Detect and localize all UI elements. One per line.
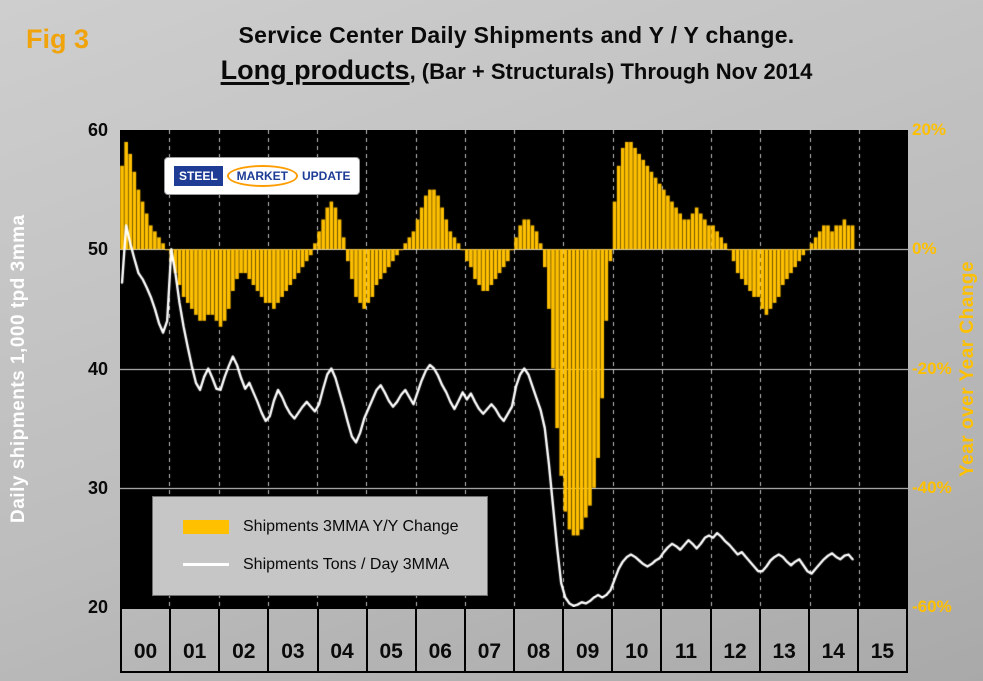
- legend-bar-swatch: [183, 520, 229, 535]
- left-axis-ticks: 60 50 40 30 20: [66, 120, 112, 617]
- x-axis-year-cell: 08: [515, 609, 565, 671]
- logo-steel-wordmark: STEEL: [174, 166, 223, 186]
- plot-area: STEEL MARKET UPDATE Shipments 3MMA Y/Y C…: [120, 130, 908, 607]
- x-axis-year-cell: 14: [810, 609, 859, 671]
- legend-label-shipments: Shipments Tons / Day 3MMA: [243, 555, 450, 573]
- x-axis-year-cell: 05: [368, 609, 417, 671]
- right-axis-tick: 0%: [912, 239, 937, 259]
- x-axis-year-cell: 09: [564, 609, 614, 671]
- right-axis-tick: 20%: [912, 120, 947, 139]
- legend-line-swatch: [183, 563, 229, 567]
- chart-title-emphasis: Long products: [220, 55, 410, 85]
- x-axis-year-cell: 10: [613, 609, 663, 671]
- left-axis-tick: 50: [87, 239, 108, 260]
- x-axis-year-cell: 07: [466, 609, 515, 671]
- right-axis-tick: -60%: [912, 597, 952, 616]
- left-axis-tick: 20: [87, 597, 108, 617]
- x-axis-year-cell: 01: [171, 609, 221, 671]
- x-axis-year-cell: 12: [712, 609, 761, 671]
- chart-legend: Shipments 3MMA Y/Y Change Shipments Tons…: [152, 496, 488, 596]
- x-axis-year-cell: 02: [220, 609, 270, 671]
- x-axis-year-cell: 06: [417, 609, 466, 671]
- x-axis-year-cell: 03: [269, 609, 319, 671]
- logo-update-wordmark: UPDATE: [302, 169, 351, 183]
- right-axis-tick: -20%: [912, 358, 952, 378]
- x-axis-year-cell: 00: [122, 609, 172, 671]
- smu-logo: STEEL MARKET UPDATE: [165, 158, 360, 194]
- figure-number: Fig 3: [26, 24, 90, 54]
- left-axis-tick: 30: [87, 477, 108, 498]
- legend-item-yoy-bars: Shipments 3MMA Y/Y Change: [153, 518, 487, 536]
- left-axis-tick: 60: [87, 120, 108, 140]
- legend-item-shipments-line: Shipments Tons / Day 3MMA: [153, 556, 487, 574]
- chart-title: Service Center Daily Shipments and Y / Y…: [70, 22, 963, 86]
- x-axis: 00 01 02 03 04 05 06 07 08 09 10 11 12 13 14 15: [120, 607, 908, 673]
- x-axis-year-cell: 04: [319, 609, 368, 671]
- left-axis-tick: 40: [87, 358, 108, 379]
- right-axis-ticks: 20% 0% -20% -40% -60%: [910, 120, 962, 616]
- chart-title-line1: Service Center Daily Shipments and Y / Y…: [238, 22, 795, 48]
- chart-title-line2: Long products, (Bar + Structurals) Throu…: [70, 55, 963, 86]
- x-axis-year-cell: 11: [662, 609, 712, 671]
- x-axis-year-cell: 13: [761, 609, 810, 671]
- x-axis-year-cell: 15: [870, 640, 895, 663]
- left-axis-title: Daily shipments 1,000 tpd 3mma: [8, 214, 29, 523]
- chart-title-rest: , (Bar + Structurals) Through Nov 2014: [409, 59, 813, 84]
- right-axis-tick: -40%: [912, 477, 952, 497]
- legend-label-yoy: Shipments 3MMA Y/Y Change: [243, 518, 459, 536]
- logo-market-wordmark: MARKET: [226, 165, 298, 187]
